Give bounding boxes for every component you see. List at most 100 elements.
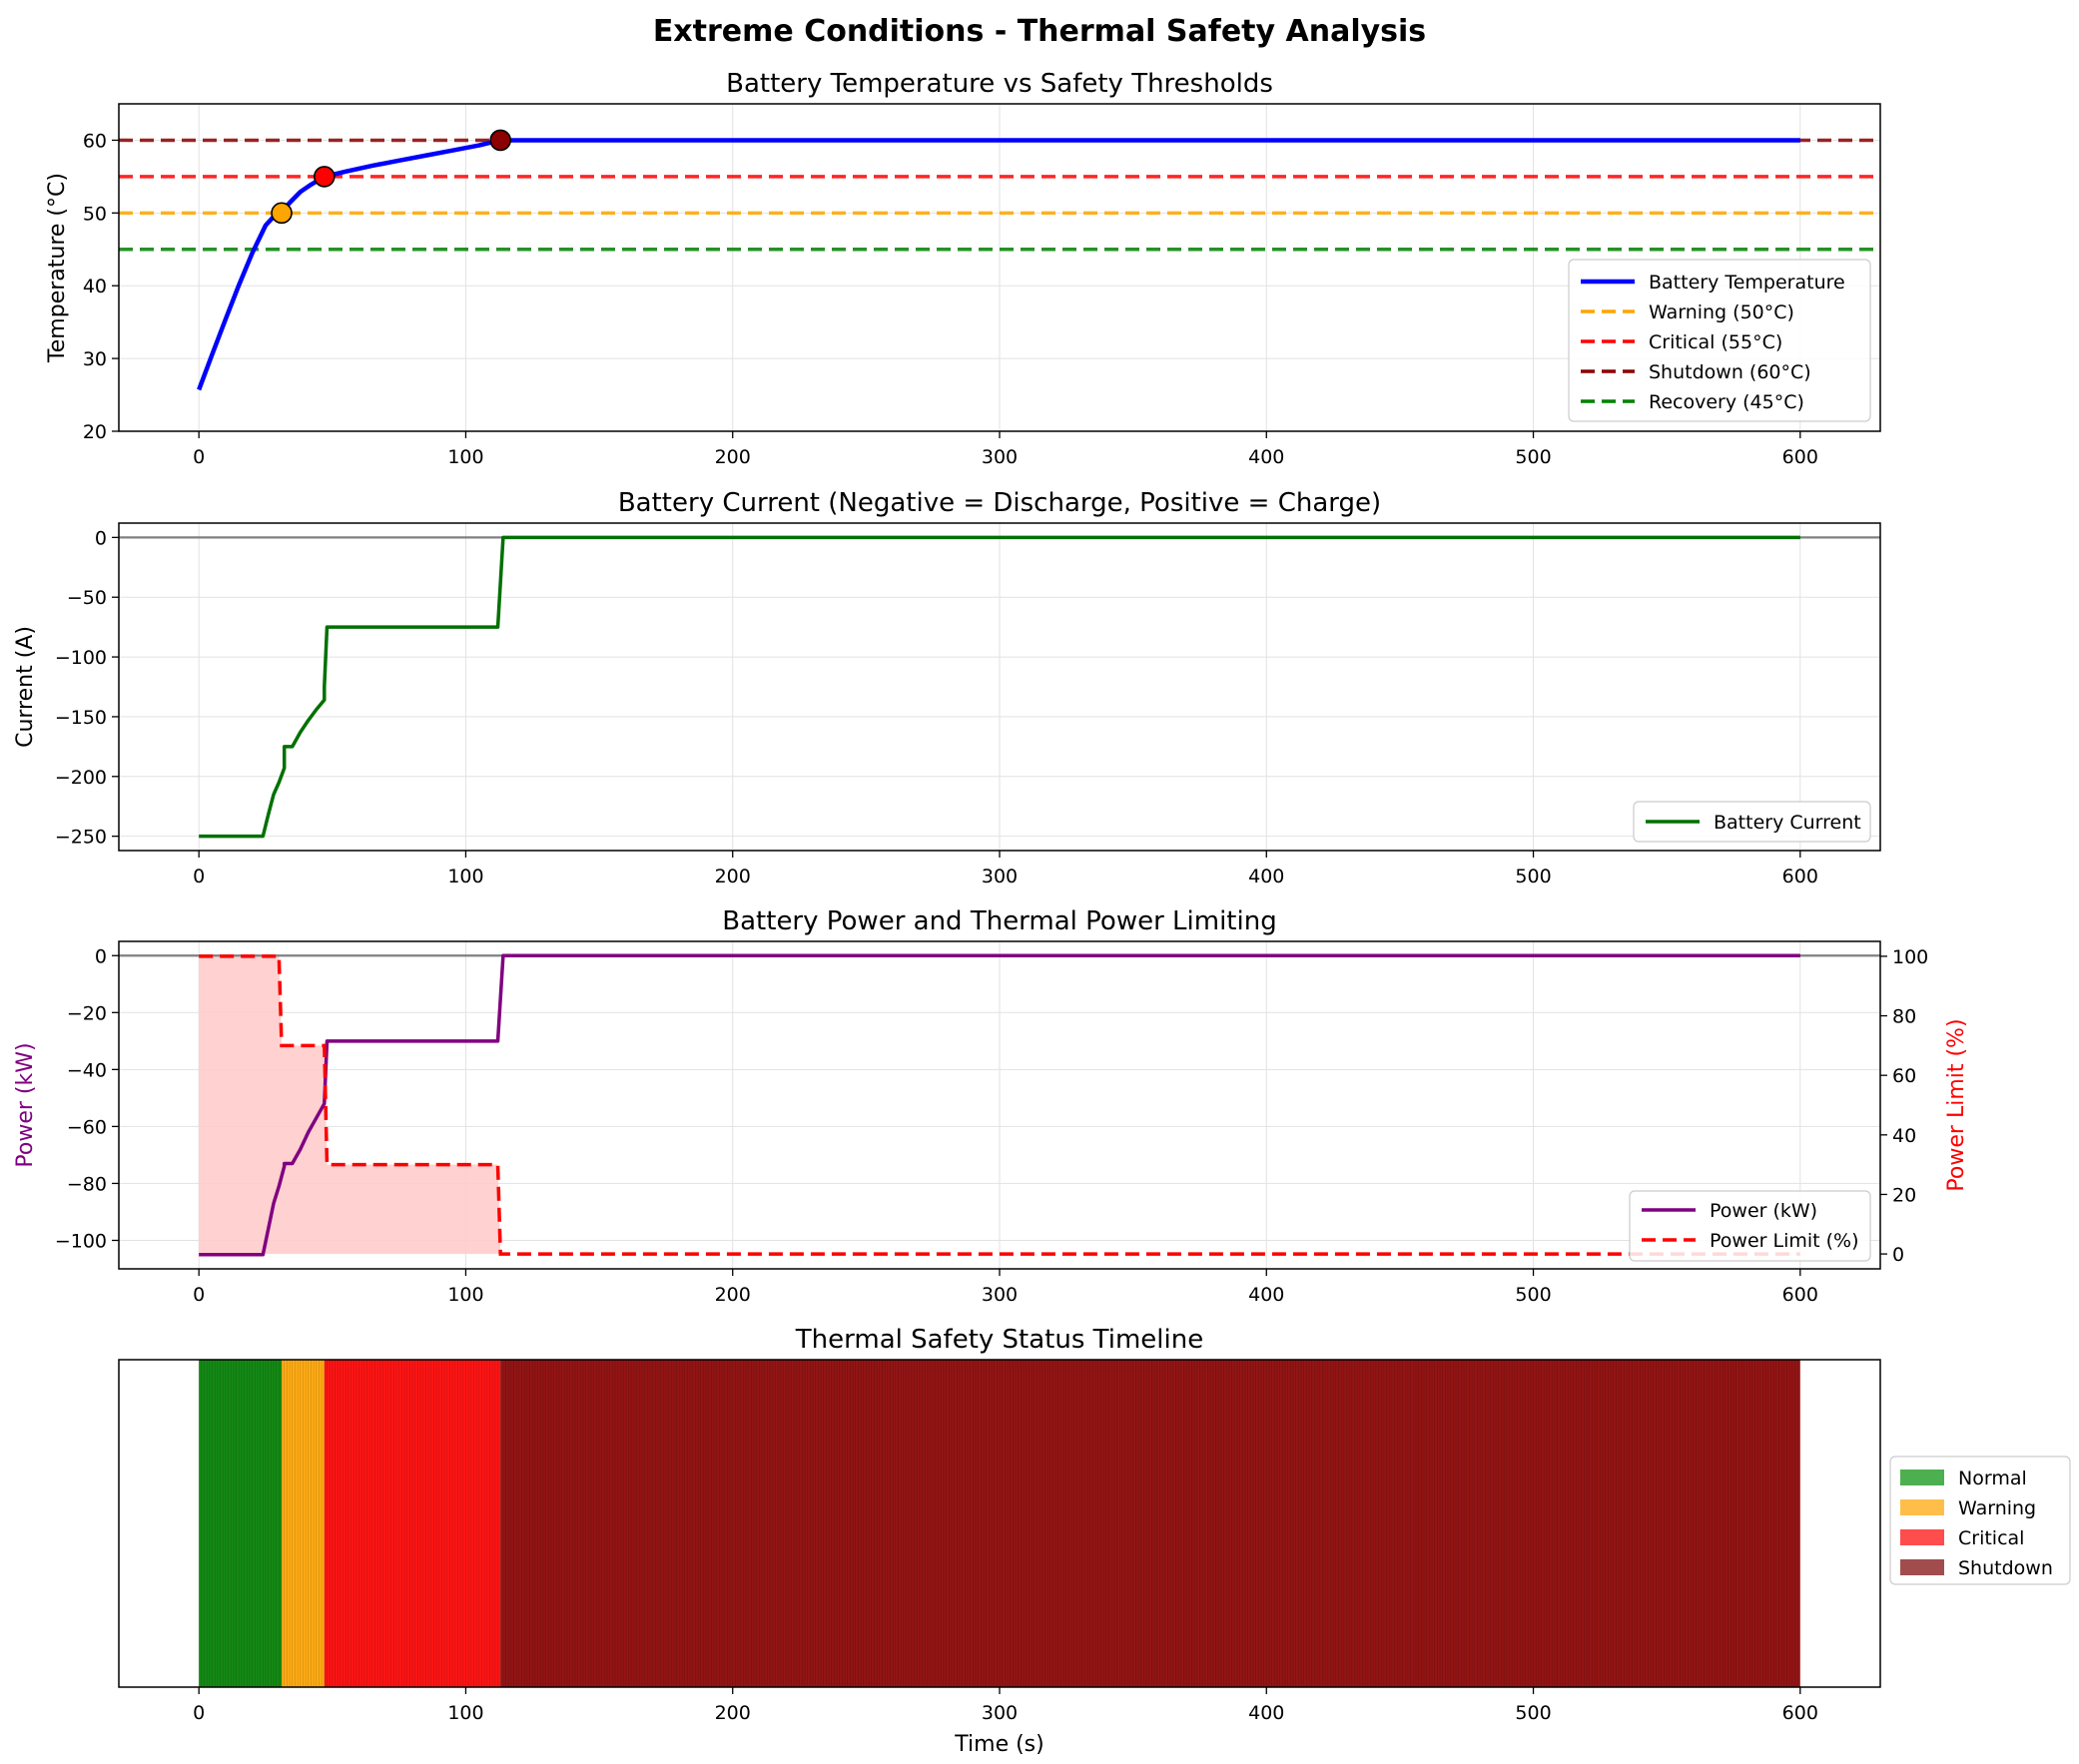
x-tick-label: 200 xyxy=(715,446,751,468)
x-tick-label: 300 xyxy=(982,1284,1018,1306)
legend-label: Warning xyxy=(1958,1497,2036,1519)
y-right-axis-label: Power Limit (%) xyxy=(1944,1018,1969,1191)
panel-title: Battery Temperature vs Safety Thresholds xyxy=(726,69,1273,99)
y-tick-label: −150 xyxy=(55,707,107,729)
legend-label: Battery Temperature xyxy=(1649,272,1845,294)
legend-label: Warning (50°C) xyxy=(1649,301,1794,323)
temperature-panel: 0 100 200 300 400 500 600 20 30 40 50 60 Battery Tem… xyxy=(45,69,1881,468)
y-axis-label: Current (A) xyxy=(13,626,38,748)
current-panel: 0 100 200 300 400 500 600 −250 −200 −150 −100 −50 0 B… xyxy=(13,488,1881,887)
legend-swatch xyxy=(1900,1529,1944,1545)
x-tick-label: 300 xyxy=(982,866,1018,887)
x-tick-label: 400 xyxy=(1248,446,1284,468)
power-limit-fill xyxy=(199,955,1800,1255)
legend-label: Shutdown (60°C) xyxy=(1649,361,1811,383)
y-axis-label: Temperature (°C) xyxy=(45,173,70,363)
x-tick-label: 0 xyxy=(193,446,205,468)
x-tick-label: 600 xyxy=(1782,866,1818,887)
x-tick-label: 200 xyxy=(715,866,751,887)
status-band-shutdown xyxy=(500,1360,1800,1687)
y-tick-label: −250 xyxy=(55,827,107,849)
legend-frame xyxy=(1889,1456,2071,1585)
plot-frame xyxy=(118,940,1881,1270)
x-tick-label: 100 xyxy=(447,446,483,468)
legend-swatch xyxy=(1900,1470,1944,1485)
x-tick-label: 400 xyxy=(1248,1284,1284,1306)
legend-label: Normal xyxy=(1958,1468,2027,1489)
figure-title: Extreme Conditions - Thermal Safety Anal… xyxy=(653,14,1426,49)
critical-marker xyxy=(313,166,336,188)
plot-frame xyxy=(118,103,1881,432)
x-tick-label: 600 xyxy=(1782,446,1818,468)
y-tick-label: −80 xyxy=(67,1173,107,1195)
y-right-tick-label: 80 xyxy=(1892,1006,1916,1028)
legend-label: Critical (55°C) xyxy=(1649,331,1782,353)
status-band-warning xyxy=(282,1360,325,1687)
panel-title: Battery Power and Thermal Power Limiting xyxy=(722,906,1276,936)
legend-swatch xyxy=(1900,1559,1944,1575)
x-tick-label: 300 xyxy=(982,446,1018,468)
legend-label: Power Limit (%) xyxy=(1710,1230,1859,1252)
temperature-line xyxy=(197,138,1800,391)
y-tick-label: −60 xyxy=(67,1116,107,1138)
y-tick-label: −100 xyxy=(55,647,107,669)
legend-swatch xyxy=(1900,1499,1944,1515)
status-band-critical xyxy=(324,1360,501,1687)
status-panel: 0 100 200 300 400 500 600 Thermal Safety Status… xyxy=(118,1325,2071,1757)
x-tick-label: 500 xyxy=(1515,1702,1551,1724)
legend-frame xyxy=(1568,259,1871,422)
legend-frame xyxy=(1633,801,1871,843)
x-tick-label: 0 xyxy=(193,1702,205,1724)
shutdown-marker xyxy=(489,129,512,152)
x-tick-label: 100 xyxy=(447,1702,483,1724)
legend-label: Shutdown xyxy=(1958,1557,2053,1579)
y-tick-label: 40 xyxy=(83,276,107,297)
power-line xyxy=(199,953,1800,1257)
y-tick-label: 30 xyxy=(83,348,107,370)
y-tick-label: 20 xyxy=(83,421,107,443)
y-tick-label: 0 xyxy=(95,945,107,967)
y-axis-label: Power (kW) xyxy=(13,1042,38,1167)
x-tick-label: 0 xyxy=(193,1284,205,1306)
warning-marker xyxy=(271,202,293,225)
x-tick-label: 200 xyxy=(715,1702,751,1724)
legend-label: Critical xyxy=(1958,1527,2024,1549)
y-right-tick-label: 60 xyxy=(1892,1065,1916,1087)
power-limit-line xyxy=(199,954,1800,1256)
x-tick-label: 200 xyxy=(715,1284,751,1306)
legend-label: Power (kW) xyxy=(1710,1200,1817,1222)
power-panel: 0 100 200 300 400 500 600 −100 −80 −60 −40 −20 0 0 20 4… xyxy=(13,906,1969,1306)
x-tick-label: 500 xyxy=(1515,866,1551,887)
panel-title: Battery Current (Negative = Discharge, P… xyxy=(618,488,1381,518)
y-right-tick-label: 20 xyxy=(1892,1184,1916,1206)
y-tick-label: −200 xyxy=(55,767,107,789)
y-tick-label: −20 xyxy=(67,1002,107,1024)
x-tick-label: 400 xyxy=(1248,866,1284,887)
panel-title: Thermal Safety Status Timeline xyxy=(795,1325,1203,1355)
y-tick-label: 0 xyxy=(95,527,107,549)
y-right-tick-label: 40 xyxy=(1892,1125,1916,1147)
y-tick-label: −50 xyxy=(67,587,107,609)
x-tick-label: 400 xyxy=(1248,1702,1284,1724)
y-tick-label: 60 xyxy=(83,130,107,152)
status-band-normal xyxy=(199,1360,283,1687)
x-tick-label: 100 xyxy=(447,866,483,887)
legend-label: Battery Current xyxy=(1714,812,1861,834)
x-tick-label: 300 xyxy=(982,1702,1018,1724)
current-line xyxy=(199,535,1800,839)
x-tick-label: 500 xyxy=(1515,1284,1551,1306)
x-tick-label: 100 xyxy=(447,1284,483,1306)
legend-label: Recovery (45°C) xyxy=(1649,391,1804,413)
y-tick-label: −100 xyxy=(55,1230,107,1252)
y-right-tick-label: 0 xyxy=(1892,1244,1904,1266)
plot-frame xyxy=(118,522,1881,852)
x-tick-label: 600 xyxy=(1782,1284,1818,1306)
x-tick-label: 0 xyxy=(193,866,205,887)
x-tick-label: 500 xyxy=(1515,446,1551,468)
plot-frame xyxy=(118,1359,1881,1688)
y-tick-label: −40 xyxy=(67,1059,107,1081)
y-right-tick-label: 100 xyxy=(1892,946,1928,968)
x-axis-label: Time (s) xyxy=(954,1732,1043,1757)
y-tick-label: 50 xyxy=(83,203,107,225)
x-tick-label: 600 xyxy=(1782,1702,1818,1724)
